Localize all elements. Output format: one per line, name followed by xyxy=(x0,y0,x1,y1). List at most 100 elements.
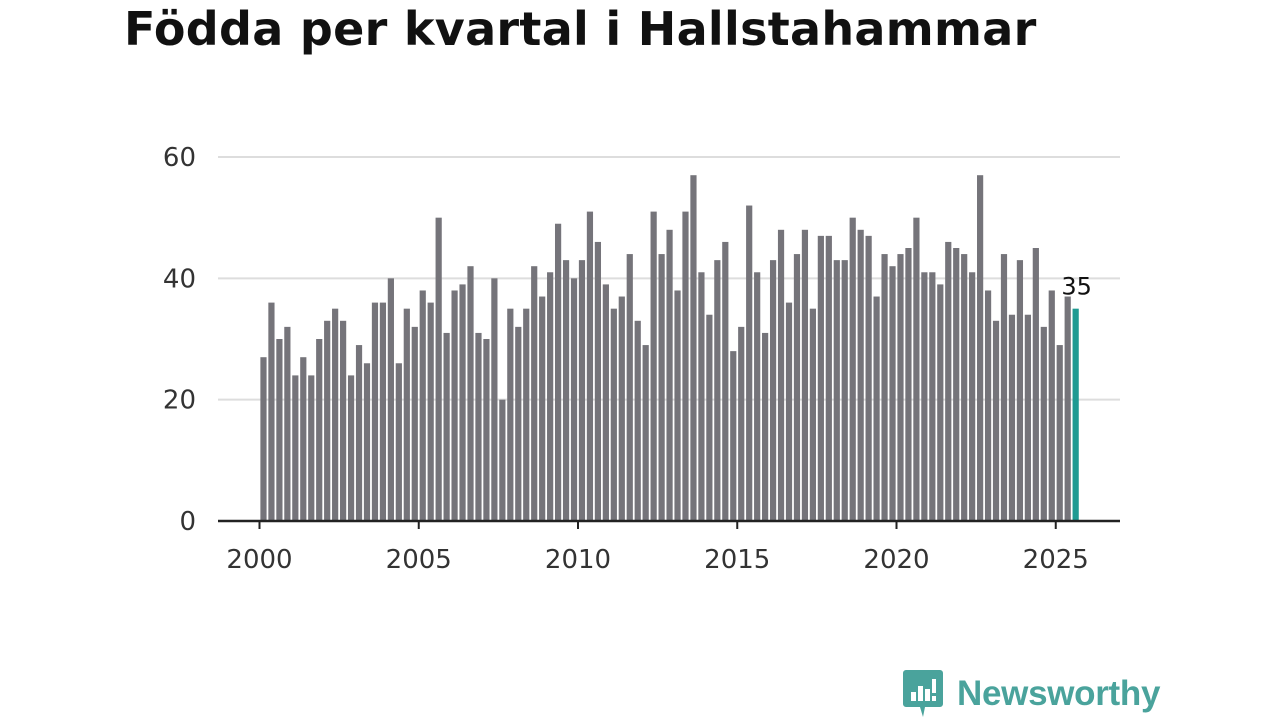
bar xyxy=(1040,326,1047,521)
bar xyxy=(515,326,522,521)
bar xyxy=(873,296,880,521)
bar xyxy=(491,278,498,521)
bar xyxy=(642,345,649,521)
bar xyxy=(969,272,976,521)
bar xyxy=(785,302,793,521)
bar xyxy=(809,308,816,521)
bar xyxy=(626,254,633,521)
bar xyxy=(554,223,562,522)
bar xyxy=(316,339,323,521)
bar xyxy=(730,351,737,521)
chart-title: Födda per kvartal i Hallstahammar xyxy=(124,2,1037,56)
bar xyxy=(435,217,442,522)
bar xyxy=(801,229,809,522)
bar xyxy=(1024,314,1031,521)
bar xyxy=(1008,314,1016,521)
bar xyxy=(427,302,434,521)
bar xyxy=(284,326,291,521)
bar xyxy=(355,345,363,521)
bar xyxy=(921,272,928,521)
bar xyxy=(499,399,506,521)
bar xyxy=(379,302,387,521)
newsworthy-logo-icon xyxy=(903,670,943,717)
brand-name: Newsworthy xyxy=(957,674,1161,713)
bar xyxy=(459,284,466,521)
bar xyxy=(1032,248,1039,521)
bar xyxy=(260,357,267,521)
bar xyxy=(666,229,673,522)
bar xyxy=(395,363,402,521)
bar xyxy=(650,211,657,521)
bar xyxy=(292,375,299,521)
bar xyxy=(738,326,745,521)
bar xyxy=(363,363,371,521)
bar xyxy=(419,290,426,521)
bar xyxy=(977,175,984,521)
bar xyxy=(443,332,450,521)
axes xyxy=(218,519,1120,529)
y-tick-label: 20 xyxy=(163,386,196,416)
bar xyxy=(594,241,602,521)
bar xyxy=(610,308,617,521)
bar xyxy=(531,266,538,521)
bar xyxy=(953,248,960,521)
bar xyxy=(833,260,840,521)
y-tick-label: 60 xyxy=(163,143,196,173)
bar xyxy=(849,217,856,522)
bar xyxy=(411,326,418,521)
bar xyxy=(276,339,283,521)
last-value-label: 35 xyxy=(1061,273,1092,301)
bar xyxy=(483,339,490,521)
bar xyxy=(1056,345,1063,521)
bar xyxy=(387,278,394,521)
bar xyxy=(897,254,904,521)
bar-highlight xyxy=(1072,308,1079,521)
bar xyxy=(945,241,952,521)
bar xyxy=(658,254,665,521)
bar xyxy=(451,290,458,521)
bar xyxy=(961,254,968,521)
bar xyxy=(889,266,896,521)
bar xyxy=(714,260,721,521)
bar xyxy=(754,272,761,521)
bar xyxy=(682,211,689,521)
bar xyxy=(698,272,705,521)
x-tick-label: 2015 xyxy=(704,545,770,575)
x-tick-label: 2000 xyxy=(226,545,292,575)
bar xyxy=(929,272,936,521)
bar xyxy=(1064,296,1071,521)
bar xyxy=(825,235,832,521)
bar xyxy=(992,320,1000,521)
tick-labels: 0 20 40 60 2000 2005 2010 2015 2020 2025 35 xyxy=(163,143,1092,575)
bar xyxy=(937,284,944,521)
bar xyxy=(570,278,578,521)
bar xyxy=(1016,260,1024,521)
y-tick-label: 40 xyxy=(163,264,196,294)
bar xyxy=(634,320,641,521)
bar xyxy=(578,260,586,521)
x-tick-label: 2010 xyxy=(545,545,611,575)
bar xyxy=(467,266,474,521)
bar xyxy=(371,302,379,521)
bar xyxy=(539,296,546,521)
bar xyxy=(403,308,410,521)
bar xyxy=(674,290,681,521)
bar xyxy=(324,320,331,521)
bar xyxy=(475,332,482,521)
bar xyxy=(332,308,339,521)
bar xyxy=(793,254,801,521)
bar xyxy=(1048,290,1055,521)
bar xyxy=(841,260,848,521)
bar xyxy=(690,175,697,521)
bar xyxy=(706,314,713,521)
bar xyxy=(308,375,315,521)
bar xyxy=(984,290,992,521)
bar xyxy=(865,235,872,521)
x-tick-label: 2020 xyxy=(863,545,929,575)
bar xyxy=(523,308,530,521)
bar xyxy=(905,248,912,521)
bar xyxy=(777,229,785,522)
bar xyxy=(913,217,920,522)
bar xyxy=(547,272,554,521)
x-tick-label: 2025 xyxy=(1023,545,1089,575)
